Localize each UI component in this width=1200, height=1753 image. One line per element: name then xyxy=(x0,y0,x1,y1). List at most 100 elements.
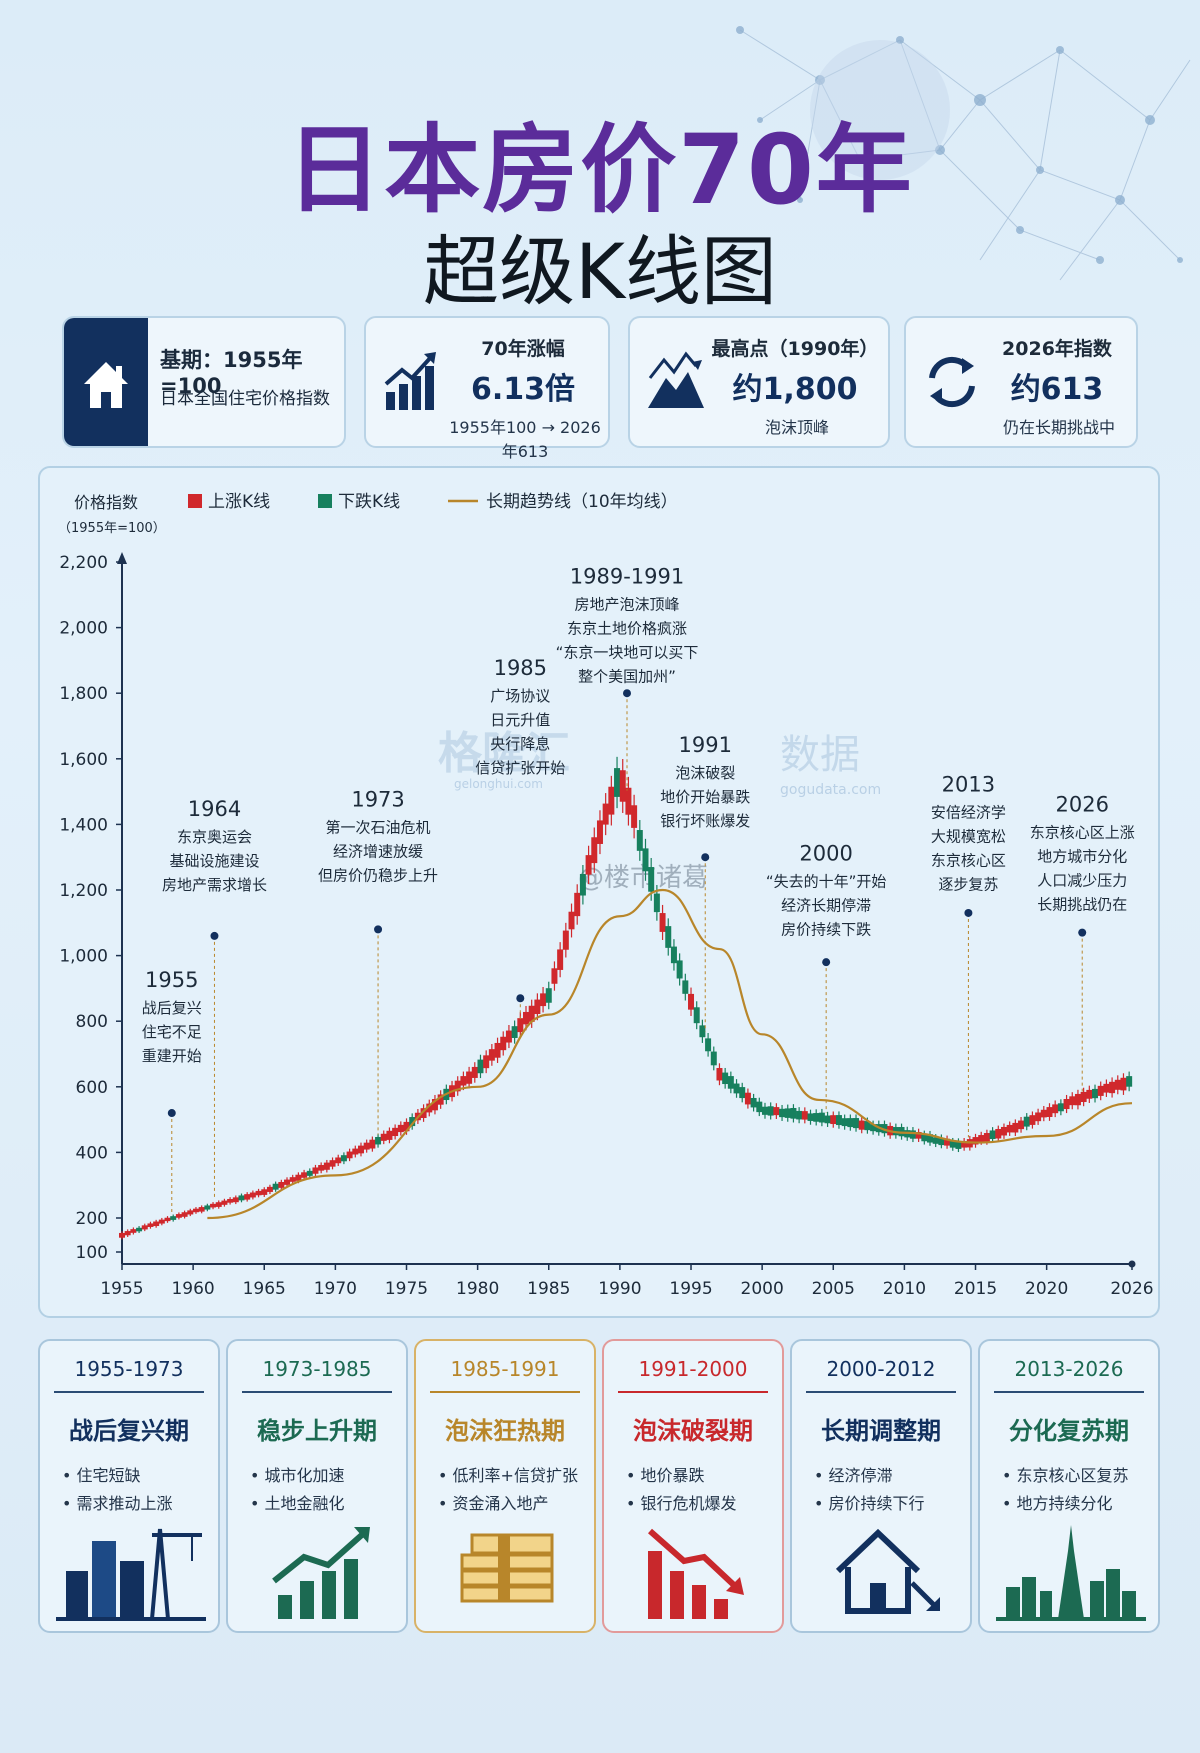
annotation-text: 战后复兴 xyxy=(142,999,202,1017)
candle-down xyxy=(813,1113,820,1122)
candle-up xyxy=(266,1186,273,1192)
base-period-label: 基期：1955年=100 xyxy=(160,348,303,398)
phase-name: 长期调整期 xyxy=(821,1417,941,1445)
candle-down xyxy=(807,1113,814,1121)
peak-card: 最高点（1990年） 约1,800 泡沫顶峰 xyxy=(628,316,890,448)
annotation-text: 东京土地价格疯涨 xyxy=(567,619,687,637)
candle-up xyxy=(346,1151,353,1159)
y-tick-label: 1,000 xyxy=(59,947,108,967)
candle-up xyxy=(181,1212,188,1217)
candle-up xyxy=(568,911,575,930)
candle-up xyxy=(198,1207,205,1212)
phase-name: 战后复兴期 xyxy=(69,1417,189,1445)
candle-down xyxy=(665,926,672,948)
growth-note: 1955年100 → 2026年613 xyxy=(449,418,601,461)
candle-down xyxy=(170,1216,177,1220)
candle-up xyxy=(295,1174,302,1181)
candle-up xyxy=(631,805,638,828)
index-2026-value: 约613 xyxy=(1010,372,1104,407)
candle-down xyxy=(949,1141,956,1148)
candle-up xyxy=(585,855,592,875)
annotation-text: 第一次石油危机 xyxy=(326,818,431,836)
annotation-text: 日元升值 xyxy=(490,711,550,729)
candle-up xyxy=(147,1223,154,1227)
candle-down xyxy=(847,1118,854,1128)
candle-up xyxy=(187,1210,194,1215)
phase-card-3: 1985-1991 泡沫狂热期 • 低利率+信贷扩张 • 资金涌入地产 xyxy=(414,1339,596,1633)
base-period-card: 基期：1955年=100 日本全国住宅价格指数 xyxy=(62,316,346,448)
annotation-text: “失去的十年”开始 xyxy=(766,872,887,890)
y-axis-note: （1955年=100） xyxy=(58,521,166,536)
candle-up xyxy=(619,770,626,802)
annotation-text: 央行降息 xyxy=(490,735,550,753)
annotation-year: 2000 xyxy=(799,841,852,865)
x-tick-label: 2005 xyxy=(812,1279,855,1299)
candle-up xyxy=(716,1068,723,1081)
refresh-cycle-icon xyxy=(929,356,975,408)
candle-down xyxy=(727,1076,734,1089)
candle-up xyxy=(591,837,598,864)
annotation-year: 1991 xyxy=(679,733,732,757)
candle-down xyxy=(710,1051,717,1066)
candle-up xyxy=(1063,1099,1070,1110)
candle-down xyxy=(932,1137,939,1144)
candle-up xyxy=(289,1177,296,1182)
candle-up xyxy=(363,1142,370,1150)
candle-up xyxy=(301,1172,308,1178)
candle-up xyxy=(124,1231,131,1236)
annotation-dot xyxy=(623,689,631,698)
annotation-text: 地价开始暴跌 xyxy=(660,788,750,806)
candle-down xyxy=(682,980,689,994)
y-axis-title: 价格指数 xyxy=(74,493,138,512)
candle-up xyxy=(335,1157,342,1164)
phase-name: 泡沫狂热期 xyxy=(445,1417,565,1445)
candle-up xyxy=(153,1221,160,1227)
y-tick-label: 1,200 xyxy=(59,881,108,901)
candle-down xyxy=(818,1112,825,1123)
annotation-text: 逐步复苏 xyxy=(938,876,998,894)
house-icon-block xyxy=(64,318,148,446)
annotation-text: 基础设施建设 xyxy=(169,852,259,870)
phase-card-1: 1955-1973 战后复兴期 • 住宅短缺 • 需求推动上涨 xyxy=(38,1339,220,1633)
x-tick-label: 1960 xyxy=(171,1279,214,1299)
candle-down xyxy=(750,1097,757,1108)
annotation-text: 房地产泡沫顶峰 xyxy=(574,595,679,613)
y-tick-label: 1,800 xyxy=(59,684,108,704)
candle-up xyxy=(261,1189,268,1195)
y-tick-label: 600 xyxy=(76,1078,108,1098)
candle-up xyxy=(1114,1079,1121,1090)
candle-down xyxy=(705,1038,712,1052)
phase-name: 稳步上升期 xyxy=(257,1417,377,1445)
phase-range: 2013-2026 xyxy=(1014,1357,1124,1381)
annotation-text: 大规模宽松 xyxy=(931,828,1006,846)
trend-line xyxy=(207,888,1133,1220)
annotation-dot xyxy=(1078,928,1087,937)
candle-up xyxy=(1109,1081,1116,1094)
candle-up xyxy=(1035,1112,1042,1122)
candle-up xyxy=(915,1132,922,1139)
candle-up xyxy=(192,1208,199,1213)
candle-up xyxy=(278,1182,285,1188)
legend-up-label: 上涨K线 xyxy=(208,492,270,512)
candle-up xyxy=(454,1080,461,1092)
candle-up xyxy=(119,1232,125,1238)
phase-divider xyxy=(54,1391,204,1393)
phase-bullet: • 房价持续下行 xyxy=(814,1494,925,1513)
candle-up xyxy=(420,1108,427,1119)
annotation-year: 1989-1991 xyxy=(570,564,684,588)
candle-up xyxy=(1086,1089,1093,1099)
growth-chart-icon xyxy=(272,1527,370,1619)
candle-down xyxy=(642,848,649,872)
candle-up xyxy=(1097,1085,1104,1096)
candle-up xyxy=(1074,1093,1081,1106)
candle-down xyxy=(835,1115,842,1126)
candle-up xyxy=(534,999,541,1014)
candle-down xyxy=(204,1205,211,1210)
candle-up xyxy=(210,1203,217,1208)
watermark-brand: 格隆汇 xyxy=(438,728,570,779)
y-tick-label: 100 xyxy=(76,1243,108,1263)
candle-up xyxy=(244,1194,251,1200)
candle-down xyxy=(955,1141,962,1149)
candle-up xyxy=(483,1055,490,1069)
candle-up xyxy=(318,1165,325,1171)
